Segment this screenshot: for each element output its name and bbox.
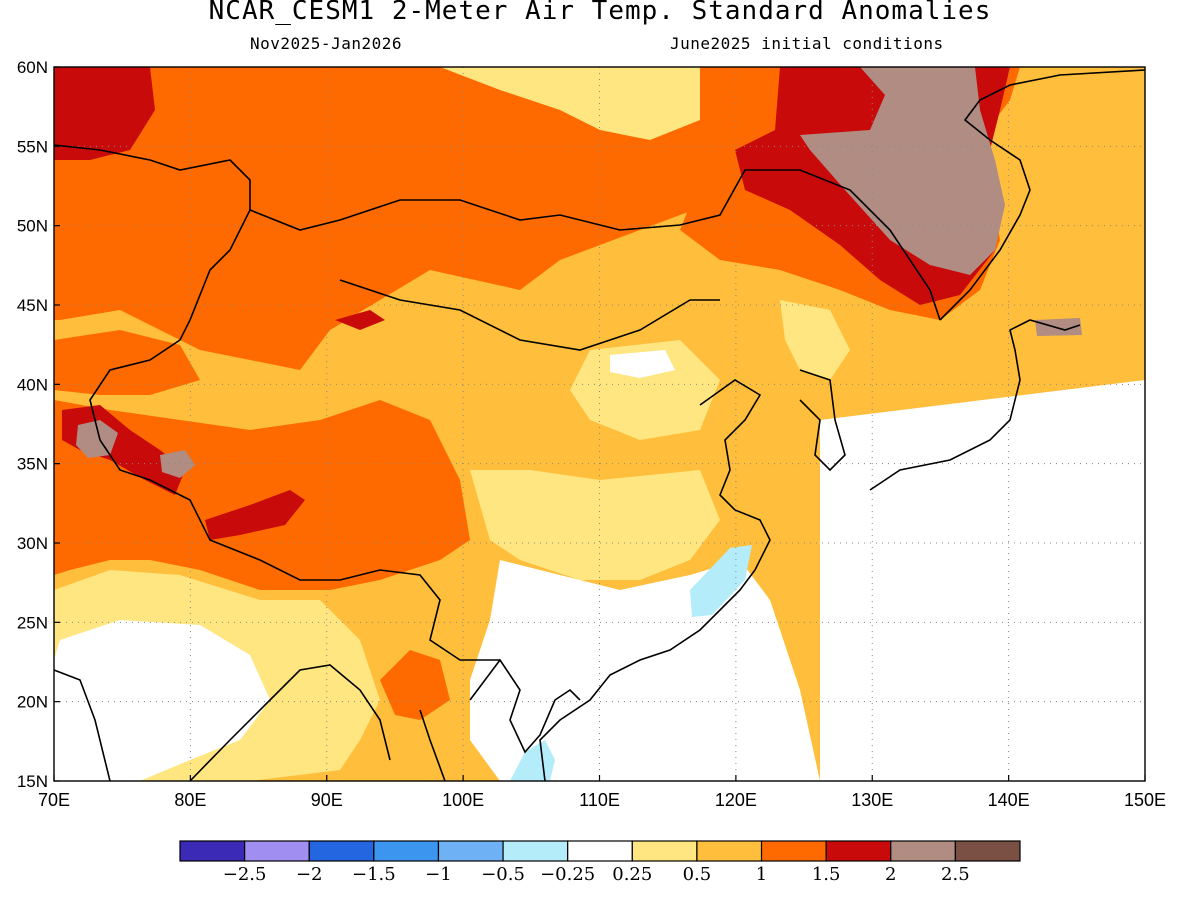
anomaly-region-pacific: [820, 380, 1145, 781]
coastline-korea: [799, 369, 846, 472]
colorbar-swatch: [437, 840, 504, 862]
forecast-period: Nov2025-Jan2026: [250, 34, 402, 53]
colorbar-label: −2: [295, 864, 323, 885]
border-kazakhstan: [54, 144, 251, 210]
lat-label: 60N: [17, 58, 48, 77]
anomaly-region-hokkaido: [1035, 318, 1082, 336]
lat-label: 25N: [17, 613, 48, 632]
anomaly-region-korea: [780, 300, 850, 380]
anomaly-field: [54, 67, 1145, 781]
colorbar-swatch: [502, 840, 569, 862]
colorbar-label: −0.25: [540, 864, 596, 885]
lon-label: 150E: [1124, 790, 1166, 810]
lat-label: 30N: [17, 534, 48, 553]
coastline-japan: [869, 319, 1081, 491]
colorbar-swatch: [308, 840, 375, 862]
coastline-russia-east: [939, 69, 1145, 321]
anomaly-region-taiwan-strait: [690, 545, 752, 617]
anomaly-region-west-siberia: [54, 67, 790, 370]
lon-label: 110E: [579, 790, 620, 810]
anomaly-region-kazakh: [54, 330, 200, 395]
anomaly-region-xinjiang: [335, 310, 385, 330]
colorbar-swatch: [179, 840, 246, 862]
colorbar-label: 1: [755, 864, 768, 885]
colorbar-label: 0.5: [682, 864, 712, 885]
lon-label: 130E: [851, 790, 893, 810]
colorbar-label: −0.5: [481, 864, 525, 885]
anomaly-region-himalaya: [160, 450, 195, 478]
lat-label: 35N: [17, 455, 48, 474]
anomaly-region-ural: [54, 67, 155, 160]
initial-conditions: June2025 initial conditions: [670, 34, 944, 53]
lon-label: 140E: [988, 790, 1030, 810]
colorbar: [179, 840, 1021, 862]
border-china-west: [89, 209, 500, 661]
lat-label: 15N: [17, 772, 48, 791]
anomaly-region-ordos: [610, 350, 675, 378]
anomaly-region-sichuan: [470, 470, 720, 580]
lat-label: 45N: [17, 296, 48, 315]
coastlines: [54, 69, 1145, 781]
colorbar-swatch: [567, 840, 633, 862]
anomaly-region-myanmar: [380, 650, 450, 720]
colorbar-swatch: [760, 840, 827, 862]
lat-label: 55N: [17, 137, 48, 156]
anomaly-region-loess: [570, 340, 720, 440]
lon-label: 80E: [174, 790, 206, 810]
border-mongolia: [249, 169, 941, 351]
axis-labels: 70E 80E 90E 100E 110E 120E 130E 140E 150E 60N 55N 5…: [17, 58, 1166, 810]
colorbar-swatch: [954, 840, 1021, 862]
map-graticule: [54, 67, 1145, 781]
coastline-india: [54, 664, 391, 781]
colorbar-swatch: [825, 840, 892, 862]
lat-label: 20N: [17, 693, 48, 712]
coastline-indochina: [419, 658, 581, 781]
colorbar-label: 1.5: [811, 864, 841, 885]
map-title: NCAR_CESM1 2-Meter Air Temp. Standard An…: [208, 0, 992, 26]
lon-label: 120E: [715, 790, 757, 810]
lon-label: 100E: [442, 790, 484, 810]
colorbar-swatch: [696, 840, 763, 862]
anomaly-region-south-tibet: [205, 490, 305, 540]
lat-label: 40N: [17, 375, 48, 394]
colorbar-swatch: [373, 840, 440, 862]
coastline-china-east: [539, 379, 771, 781]
anomaly-region-pamir: [76, 420, 118, 458]
colorbar-label: −1: [425, 864, 452, 885]
lon-label: 70E: [38, 790, 70, 810]
colorbar-label: −2.5: [222, 864, 267, 885]
colorbar-label: 2.5: [941, 864, 970, 885]
colorbar-swatch: [631, 840, 698, 862]
anomaly-region-south-india: [54, 620, 270, 781]
anomaly-region-inner-mongolia: [440, 67, 700, 140]
colorbar-swatch: [890, 840, 956, 862]
lon-label: 90E: [311, 790, 343, 810]
colorbar-swatch: [244, 840, 310, 862]
colorbar-label: −1.5: [351, 864, 396, 885]
colorbar-label: 2: [885, 864, 897, 885]
colorbar-label: 0.25: [612, 864, 653, 885]
anomaly-region-amur: [800, 67, 1005, 275]
anomaly-region-southeast-china: [470, 560, 820, 781]
lat-label: 50N: [17, 217, 48, 236]
